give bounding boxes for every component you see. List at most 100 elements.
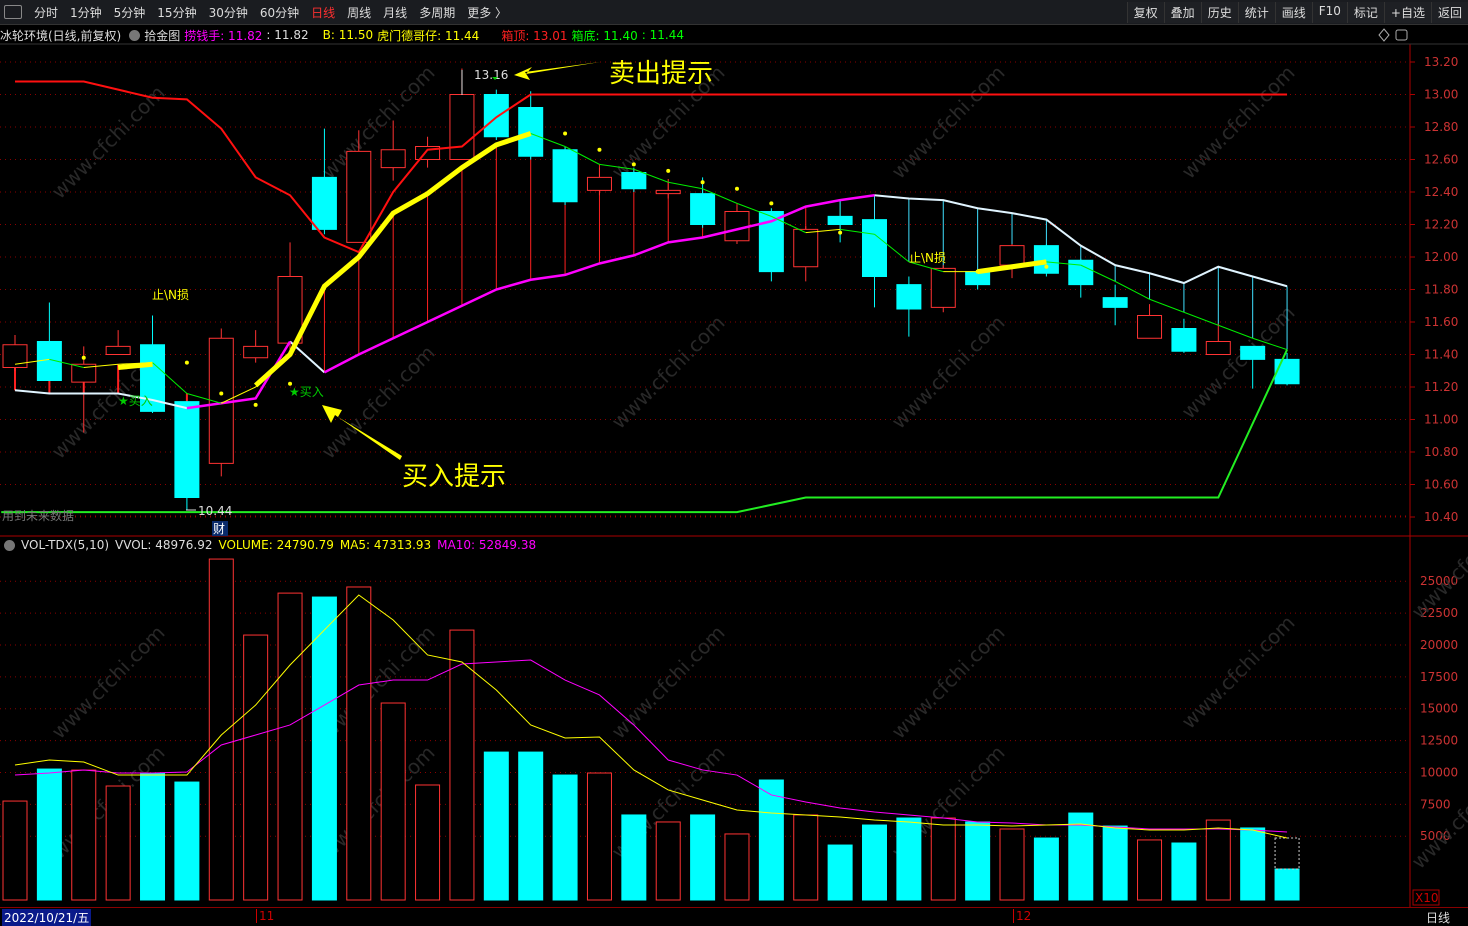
diamond-icon xyxy=(1378,28,1390,42)
volume-bar xyxy=(380,702,406,901)
period-tab[interactable]: 多周期 xyxy=(419,5,456,20)
signal-dot xyxy=(288,381,293,386)
volume-bar xyxy=(862,824,887,901)
buy-signal-label: ★买入 xyxy=(118,394,153,408)
period-tab[interactable]: 月线 xyxy=(383,5,408,20)
toolbar-button[interactable]: F10 xyxy=(1311,2,1347,23)
candle-down xyxy=(1240,345,1266,360)
candle-up xyxy=(999,245,1025,266)
period-tab[interactable]: 周线 xyxy=(347,5,372,20)
watermark: www.cfchi.com xyxy=(47,621,170,744)
signal-dot xyxy=(1044,264,1049,269)
price-tick-label: 12.60 xyxy=(1424,153,1458,167)
price-tick-label: 12.20 xyxy=(1424,218,1458,232)
toolbar-button[interactable]: 复权 xyxy=(1126,2,1164,23)
candle-down xyxy=(862,219,887,277)
watermark: www.cfchi.com xyxy=(47,81,170,204)
thin-ma-line xyxy=(49,358,84,368)
toolbar-button[interactable]: 历史 xyxy=(1200,2,1238,23)
volume-bar xyxy=(449,629,475,901)
candle-up xyxy=(1205,341,1231,355)
signal-dot xyxy=(219,391,224,396)
volume-bar xyxy=(724,833,750,901)
thin-ma-line xyxy=(840,228,875,235)
volume-bar xyxy=(105,785,131,901)
volume-bar xyxy=(174,781,200,901)
watermark: www.cfchi.com xyxy=(317,61,440,184)
stop-loss-label: 止\N损 xyxy=(152,288,189,302)
indicator-name[interactable]: 拾金图 xyxy=(144,28,181,43)
price-tick-label: 12.00 xyxy=(1424,250,1458,264)
box-bottom-value: 箱底: 11.40 xyxy=(571,28,638,43)
period-tab[interactable]: 60分钟 xyxy=(259,5,300,20)
toolbar-button[interactable]: +自选 xyxy=(1383,2,1431,23)
volume-bar xyxy=(999,828,1025,901)
toolbar-button[interactable]: 标记 xyxy=(1346,2,1384,23)
volume-bar xyxy=(793,814,819,901)
watermark: www.cfchi.com xyxy=(607,311,730,434)
period-label[interactable]: 日线 xyxy=(1425,911,1450,925)
volume-bar xyxy=(1274,868,1300,901)
period-tab[interactable]: 更多 〉 xyxy=(467,5,508,20)
candle-up xyxy=(793,228,819,268)
volume-bar xyxy=(1033,837,1059,901)
buy-arrow-icon xyxy=(322,405,402,460)
volume-bar xyxy=(930,817,956,901)
volume-bar xyxy=(518,751,544,901)
thin-ma-line xyxy=(83,363,119,368)
volume-indicator-name[interactable]: VOL-TDX(5,10) xyxy=(21,538,110,552)
white-support-line xyxy=(874,194,1288,288)
volume-bar xyxy=(552,774,578,901)
thin-ma-line xyxy=(1183,311,1219,326)
toolbar-button[interactable]: 返回 xyxy=(1430,2,1468,23)
volume-ma5-line xyxy=(14,594,1288,839)
price-tick-label: 11.60 xyxy=(1424,315,1458,329)
thin-ma-line xyxy=(874,233,910,263)
period-tab[interactable]: 日线 xyxy=(311,5,336,20)
volume-bar xyxy=(140,772,166,901)
volume-dropdown-icon[interactable] xyxy=(4,539,15,551)
price-tick-label: 11.00 xyxy=(1424,413,1458,427)
panel-toggle-icon xyxy=(1395,29,1408,41)
buy-signal-label: ★买入 xyxy=(289,385,324,399)
period-tab[interactable]: 1分钟 xyxy=(70,5,102,20)
candle-up xyxy=(71,363,97,383)
stock-title: 冰轮环境(日线,前复权) xyxy=(0,28,122,43)
signal-dot xyxy=(184,360,189,365)
watermark: www.cfchi.com xyxy=(607,621,730,744)
watermark: www.cfchi.com xyxy=(887,61,1010,184)
thin-ma-line xyxy=(805,228,841,234)
volume-tick-label: 7500 xyxy=(1420,797,1451,811)
sell-down-arrow-icon xyxy=(492,77,498,80)
period-tab[interactable]: 15分钟 xyxy=(157,5,197,20)
volume-bar xyxy=(621,814,647,901)
chart-canvas[interactable]: 13.20 13.00 12.80 12.60 12.40 12.20 12.00 11.80… xyxy=(0,0,1468,907)
signal-dot xyxy=(81,355,86,360)
value-l2: 虎门德哥仔: 11.44 xyxy=(377,28,480,43)
financial-badge xyxy=(212,521,228,536)
candle-down xyxy=(518,107,544,157)
candle-up xyxy=(346,150,372,243)
volume-tick-label: 5000 xyxy=(1420,829,1451,843)
volume-bar xyxy=(71,769,97,901)
value-l1: 捞钱手: 11.82 xyxy=(184,28,263,43)
period-tab[interactable]: 5分钟 xyxy=(113,5,146,20)
candle-down xyxy=(1274,358,1300,385)
thin-ma-line xyxy=(564,146,600,165)
toolbar-button[interactable]: 统计 xyxy=(1237,2,1275,23)
signal-dot xyxy=(666,168,671,173)
signal-dot xyxy=(253,402,258,407)
candle-down xyxy=(1033,245,1059,274)
volume-bar xyxy=(758,779,784,901)
indicator-dropdown-icon[interactable] xyxy=(129,29,141,41)
period-tab[interactable]: 30分钟 xyxy=(208,5,248,20)
period-tab[interactable]: 分时 xyxy=(34,5,59,20)
sidebar-toggle-icon[interactable] xyxy=(4,5,22,19)
price-tick-label: 11.80 xyxy=(1424,283,1458,297)
price-tick-label: 12.40 xyxy=(1424,185,1458,199)
watermark: www.cfchi.com xyxy=(317,341,440,464)
volume-bar xyxy=(896,817,922,901)
toolbar-button[interactable]: 画线 xyxy=(1274,2,1312,23)
toolbar-button[interactable]: 叠加 xyxy=(1163,2,1201,23)
value-l1b: : 11.82 xyxy=(266,28,309,42)
